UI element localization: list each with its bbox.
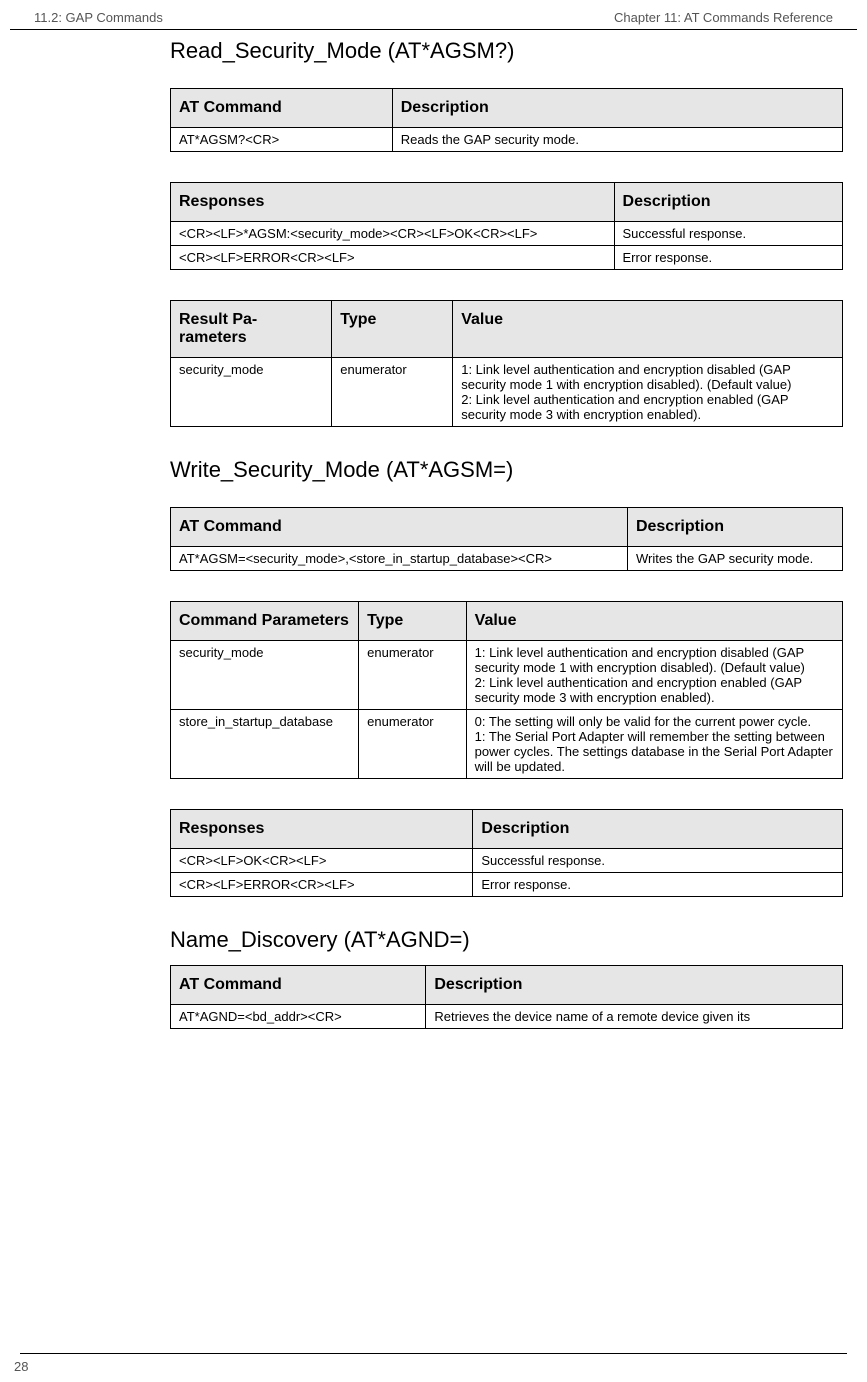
table-row: <CR><LF>OK<CR><LF> Successful response.	[171, 849, 843, 873]
cell-description: Retrieves the device name of a remote de…	[426, 1005, 843, 1029]
cell-response: <CR><LF>ERROR<CR><LF>	[171, 246, 615, 270]
table-row: <CR><LF>ERROR<CR><LF> Error response.	[171, 246, 843, 270]
section-title-write-security-mode: Write_Security_Mode (AT*AGSM=)	[170, 457, 843, 483]
cell-response: <CR><LF>OK<CR><LF>	[171, 849, 473, 873]
header-right: Chapter 11: AT Commands Reference	[614, 10, 833, 25]
col-command-params: Command Parameters	[171, 602, 359, 641]
table-row: store_in_startup_database enumerator 0: …	[171, 710, 843, 779]
cell-type: enumerator	[359, 710, 467, 779]
cell-description: Reads the GAP security mode.	[392, 128, 842, 152]
cell-value: 1: Link level authentication and encrypt…	[453, 358, 843, 427]
col-at-command: AT Command	[171, 89, 393, 128]
cell-response: <CR><LF>ERROR<CR><LF>	[171, 873, 473, 897]
footer-rule	[20, 1353, 847, 1354]
table-row: <CR><LF>ERROR<CR><LF> Error response.	[171, 873, 843, 897]
header-left: 11.2: GAP Commands	[34, 10, 163, 25]
page-content: Read_Security_Mode (AT*AGSM?) AT Command…	[0, 38, 867, 1029]
col-description: Description	[473, 810, 843, 849]
col-value: Value	[453, 301, 843, 358]
table-name-discovery-atcommand: AT Command Description AT*AGND=<bd_addr>…	[170, 965, 843, 1029]
col-description: Description	[614, 183, 842, 222]
cell-value: 0: The setting will only be valid for th…	[466, 710, 842, 779]
cell-type: enumerator	[359, 641, 467, 710]
table-row: AT*AGSM?<CR> Reads the GAP security mode…	[171, 128, 843, 152]
cell-param: store_in_startup_database	[171, 710, 359, 779]
col-responses: Responses	[171, 810, 473, 849]
section-title-read-security-mode: Read_Security_Mode (AT*AGSM?)	[170, 38, 843, 64]
table-write-responses: Responses Description <CR><LF>OK<CR><LF>…	[170, 809, 843, 897]
table-row: AT*AGND=<bd_addr><CR> Retrieves the devi…	[171, 1005, 843, 1029]
cell-description: Error response.	[614, 246, 842, 270]
page-header: 11.2: GAP Commands Chapter 11: AT Comman…	[10, 0, 857, 30]
cell-command: AT*AGSM=<security_mode>,<store_in_startu…	[171, 547, 628, 571]
cell-command: AT*AGSM?<CR>	[171, 128, 393, 152]
cell-response: <CR><LF>*AGSM:<security_mode><CR><LF>OK<…	[171, 222, 615, 246]
col-at-command: AT Command	[171, 508, 628, 547]
col-type: Type	[359, 602, 467, 641]
col-result-params: Result Pa-rameters	[171, 301, 332, 358]
table-read-result-params: Result Pa-rameters Type Value security_m…	[170, 300, 843, 427]
table-read-atcommand: AT Command Description AT*AGSM?<CR> Read…	[170, 88, 843, 152]
cell-param: security_mode	[171, 641, 359, 710]
cell-command: AT*AGND=<bd_addr><CR>	[171, 1005, 426, 1029]
table-write-command-params: Command Parameters Type Value security_m…	[170, 601, 843, 779]
col-responses: Responses	[171, 183, 615, 222]
col-description: Description	[627, 508, 842, 547]
table-row: security_mode enumerator 1: Link level a…	[171, 358, 843, 427]
page-number: 28	[14, 1359, 28, 1374]
table-write-atcommand: AT Command Description AT*AGSM=<security…	[170, 507, 843, 571]
col-value: Value	[466, 602, 842, 641]
section-title-name-discovery: Name_Discovery (AT*AGND=)	[170, 927, 843, 953]
table-row: AT*AGSM=<security_mode>,<store_in_startu…	[171, 547, 843, 571]
col-description: Description	[426, 966, 843, 1005]
cell-value: 1: Link level authentication and encrypt…	[466, 641, 842, 710]
cell-description: Successful response.	[473, 849, 843, 873]
cell-description: Successful response.	[614, 222, 842, 246]
cell-description: Error response.	[473, 873, 843, 897]
table-row: security_mode enumerator 1: Link level a…	[171, 641, 843, 710]
table-read-responses: Responses Description <CR><LF>*AGSM:<sec…	[170, 182, 843, 270]
cell-param: security_mode	[171, 358, 332, 427]
col-type: Type	[332, 301, 453, 358]
table-row: <CR><LF>*AGSM:<security_mode><CR><LF>OK<…	[171, 222, 843, 246]
col-description: Description	[392, 89, 842, 128]
col-at-command: AT Command	[171, 966, 426, 1005]
cell-description: Writes the GAP security mode.	[627, 547, 842, 571]
cell-type: enumerator	[332, 358, 453, 427]
